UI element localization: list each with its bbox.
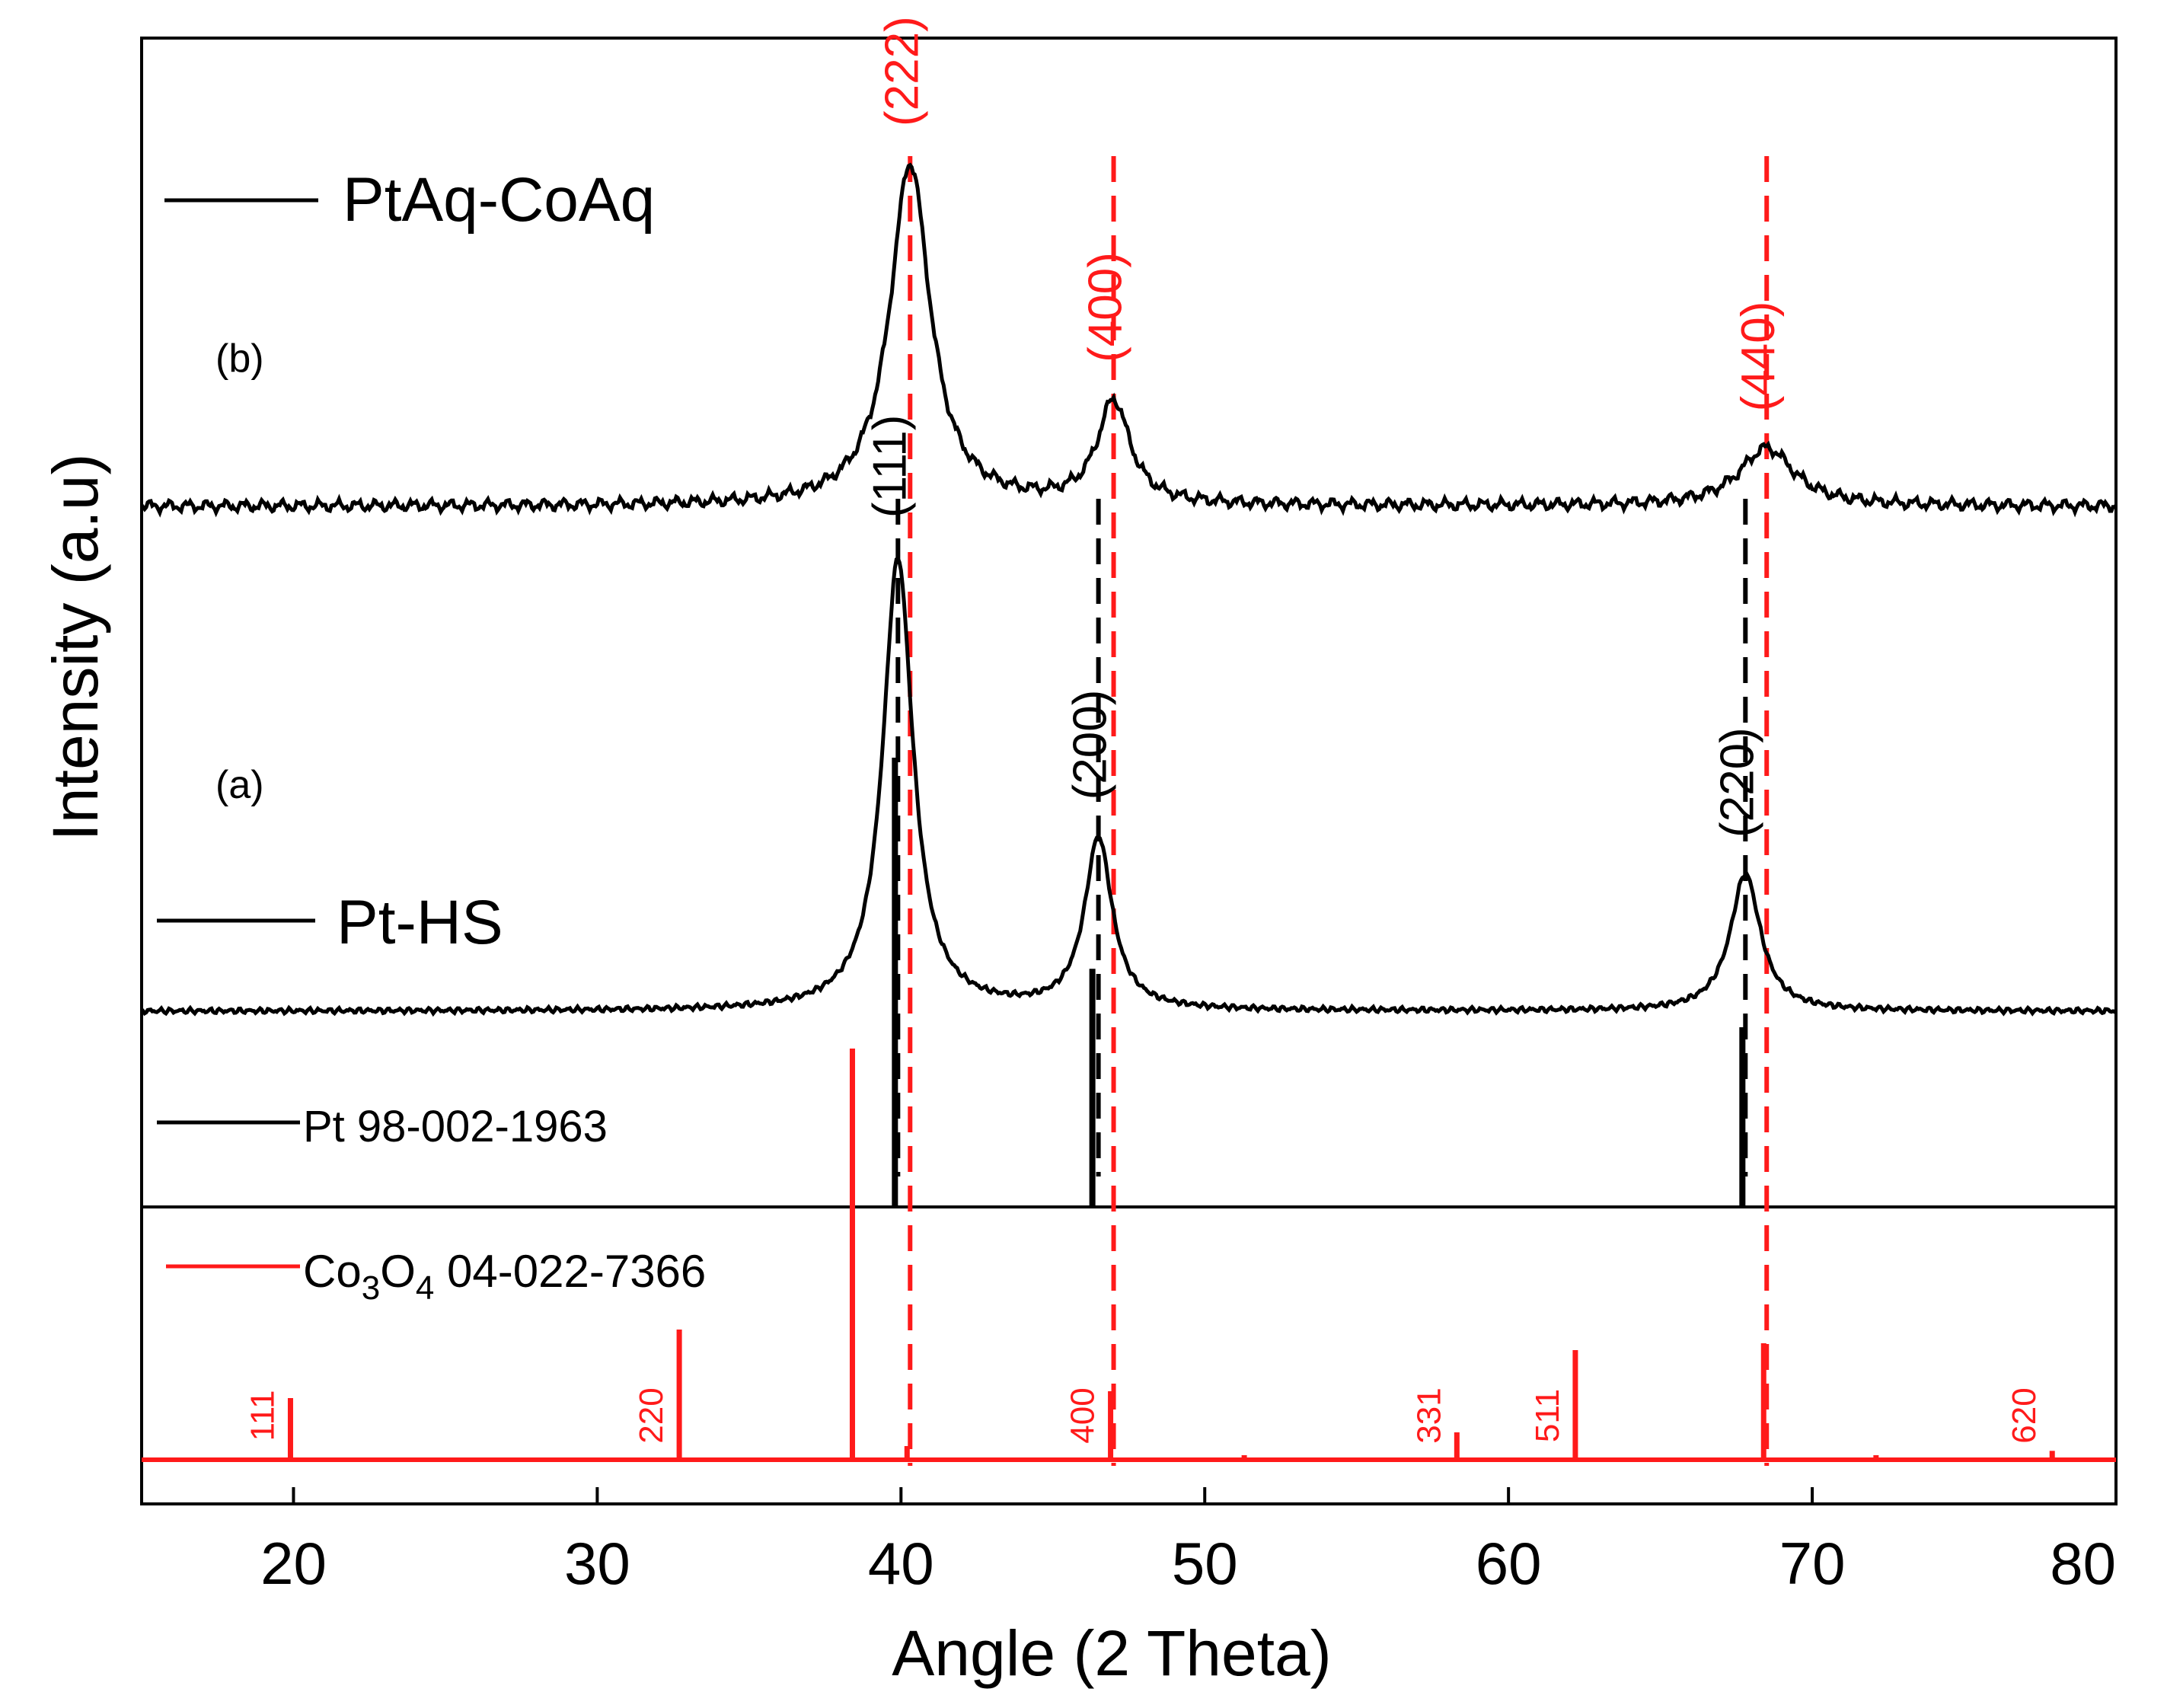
panel-label-a: (a) (215, 763, 264, 807)
peak-annotations: (222) (400) (440) (111) (200) (220) (863, 16, 1785, 838)
co3o4-hkl-label-7: 511 (1529, 1389, 1566, 1442)
pt-reference-lines (892, 758, 1746, 1207)
xrd-curves (140, 162, 2118, 1017)
co3o4-reference-lines: 111 220 400 331 511 620 (142, 1049, 2116, 1462)
legend-label-ptaq-coaq: PtAq-CoAq (343, 165, 655, 235)
co3o4-hkl-label-6: 331 (1410, 1387, 1447, 1443)
co3o4-hkl-label-0: 111 (244, 1390, 282, 1441)
x-tick-label-3: 50 (1172, 1530, 1238, 1597)
peak-label-0-0: (222) (876, 16, 928, 126)
y-axis-title: Intensity (a.u) (40, 454, 111, 841)
legend-label-pt-ref: Pt 98-002-1963 (303, 1102, 608, 1151)
x-tick-label-2: 40 (868, 1530, 934, 1597)
peak-label-0-2: (440) (1732, 302, 1785, 412)
legend-label-co3o4-ref: Co3O4 04-022-7366 (303, 1246, 706, 1307)
peak-label-0-1: (400) (1080, 252, 1132, 362)
plot-frame (140, 37, 2118, 1505)
legend-label-pt-hs: Pt-HS (337, 888, 503, 957)
series-line-0 (140, 162, 2118, 518)
dashed-guides (895, 156, 1770, 1466)
x-tick-label-0: 20 (260, 1530, 327, 1597)
series-line-1 (140, 555, 2118, 1017)
x-tick-label-4: 60 (1476, 1530, 1542, 1597)
co3o4-hkl-label-1: 220 (633, 1387, 670, 1443)
peak-label-1-0: (111) (863, 415, 916, 519)
peak-label-1-2: (220) (1711, 727, 1763, 838)
x-tick-label-6: 80 (2050, 1530, 2116, 1597)
x-axis-title: Angle (2 Theta) (892, 1617, 1331, 1689)
x-tick-label-1: 30 (564, 1530, 630, 1597)
x-axis-ticks: 20 30 40 50 60 70 80 (260, 1487, 2118, 1597)
panel-label-b: (b) (215, 337, 264, 381)
co3o4-hkl-label-4: 400 (1064, 1387, 1102, 1443)
x-tick-label-5: 70 (1779, 1530, 1846, 1597)
co3o4-hkl-label-10: 620 (2006, 1387, 2043, 1443)
peak-label-1-1: (200) (1064, 690, 1117, 800)
